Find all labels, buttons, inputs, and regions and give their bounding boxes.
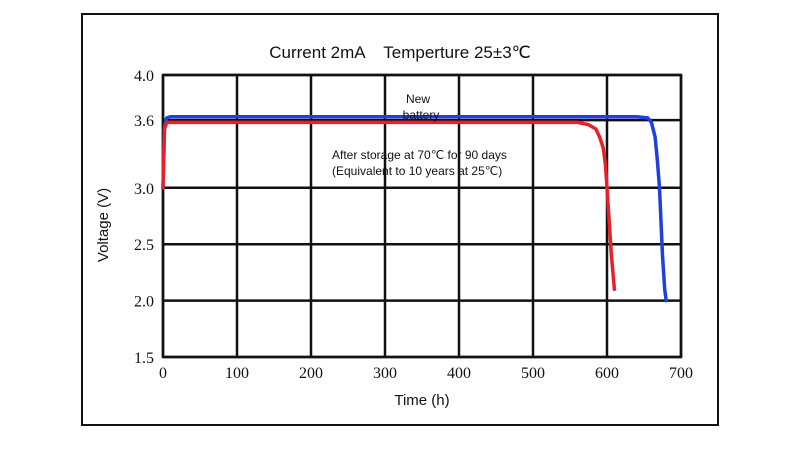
series-layer bbox=[161, 114, 668, 303]
y-tick-labels: 1.5 2.0 2.5 3.0 3.6 4.0 bbox=[134, 68, 154, 367]
x-tick-labels: 0 100 200 300 400 500 600 700 bbox=[159, 365, 693, 382]
y-tick-label: 3.6 bbox=[134, 113, 154, 130]
y-tick-label: 2.0 bbox=[134, 294, 154, 311]
x-tick-label: 0 bbox=[159, 365, 167, 382]
x-tick-label: 500 bbox=[521, 365, 545, 382]
plot-area-border bbox=[161, 73, 683, 359]
annotation-storage-line1: After storage at 70℃ for 90 days bbox=[332, 148, 507, 162]
y-tick-label: 1.5 bbox=[134, 350, 154, 367]
x-tick-label: 100 bbox=[225, 365, 249, 382]
x-tick-label: 300 bbox=[373, 365, 397, 382]
y-axis-label: Voltage (V) bbox=[95, 188, 112, 262]
x-axis-label: Time (h) bbox=[394, 392, 449, 409]
annotation-storage-line2: (Equivalent to 10 years at 25℃) bbox=[332, 164, 502, 178]
series-line-new-battery bbox=[161, 114, 668, 303]
x-tick-label: 700 bbox=[669, 365, 693, 382]
annotation-new-line2: battery bbox=[403, 108, 440, 122]
y-tick-label: 4.0 bbox=[134, 68, 154, 85]
chart-frame bbox=[81, 13, 719, 426]
x-tick-label: 400 bbox=[447, 365, 471, 382]
y-tick-label: 3.0 bbox=[134, 181, 154, 198]
annotation-new-line1: New bbox=[406, 92, 430, 106]
y-tick-label: 2.5 bbox=[134, 237, 154, 254]
x-tick-label: 600 bbox=[595, 365, 619, 382]
x-tick-label: 200 bbox=[299, 365, 323, 382]
series-line-after-storage bbox=[161, 120, 617, 292]
chart-title: Current 2mA Temperture 25±3℃ bbox=[269, 43, 531, 62]
